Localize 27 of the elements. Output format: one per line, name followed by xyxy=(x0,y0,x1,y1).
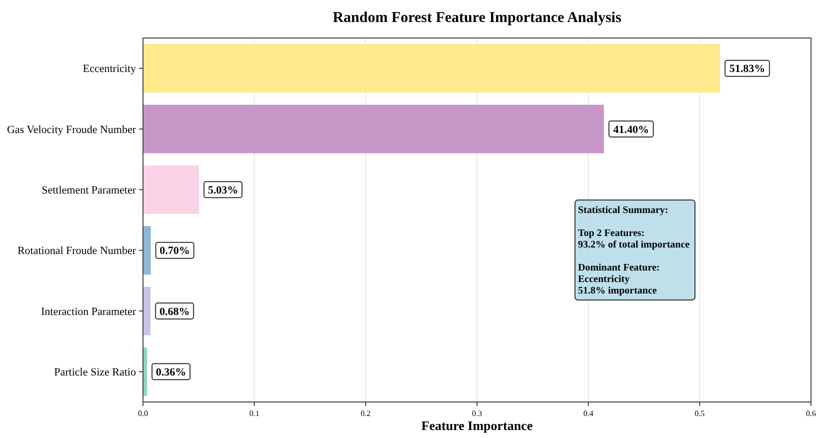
x-tick-label: 0.3 xyxy=(472,409,482,418)
data-label: 0.36% xyxy=(156,366,186,379)
x-tick-label: 0.1 xyxy=(249,409,260,418)
x-tick-label: 0.6 xyxy=(806,409,816,418)
x-tick-label: 0.5 xyxy=(694,409,705,418)
bar xyxy=(143,226,151,275)
data-label: 5.03% xyxy=(208,184,238,197)
y-tick-label: Interaction Parameter xyxy=(41,306,136,318)
y-tick-label: Settlement Parameter xyxy=(42,184,136,197)
bar xyxy=(143,165,199,214)
chart-title: Random Forest Feature Importance Analysis xyxy=(332,10,622,26)
bar xyxy=(143,286,151,336)
bar xyxy=(143,104,604,154)
y-tick-label: Rotational Froude Number xyxy=(17,245,136,258)
y-tick-label: Particle Size Ratio xyxy=(54,366,136,379)
y-tick-label: Gas Velocity Froude Number xyxy=(6,124,136,136)
x-tick-label: 0.4 xyxy=(583,409,594,418)
text: Statistical Summary: Top 2 Features: 93.2% of total importance Dominant Feature: Eccentricity 51.8% importance xyxy=(578,205,690,297)
x-tick-label: 0.0 xyxy=(138,409,148,418)
bar xyxy=(143,44,720,93)
data-label: 0.68% xyxy=(159,306,190,318)
data-label: 0.70% xyxy=(160,245,190,258)
y-tick-label: Eccentricity xyxy=(82,63,136,76)
data-label: 41.40% xyxy=(613,124,649,136)
x-tick-label: 0.2 xyxy=(360,409,371,418)
x-axis-title: Feature Importance xyxy=(421,418,533,433)
data-label: 51.83% xyxy=(729,63,766,76)
